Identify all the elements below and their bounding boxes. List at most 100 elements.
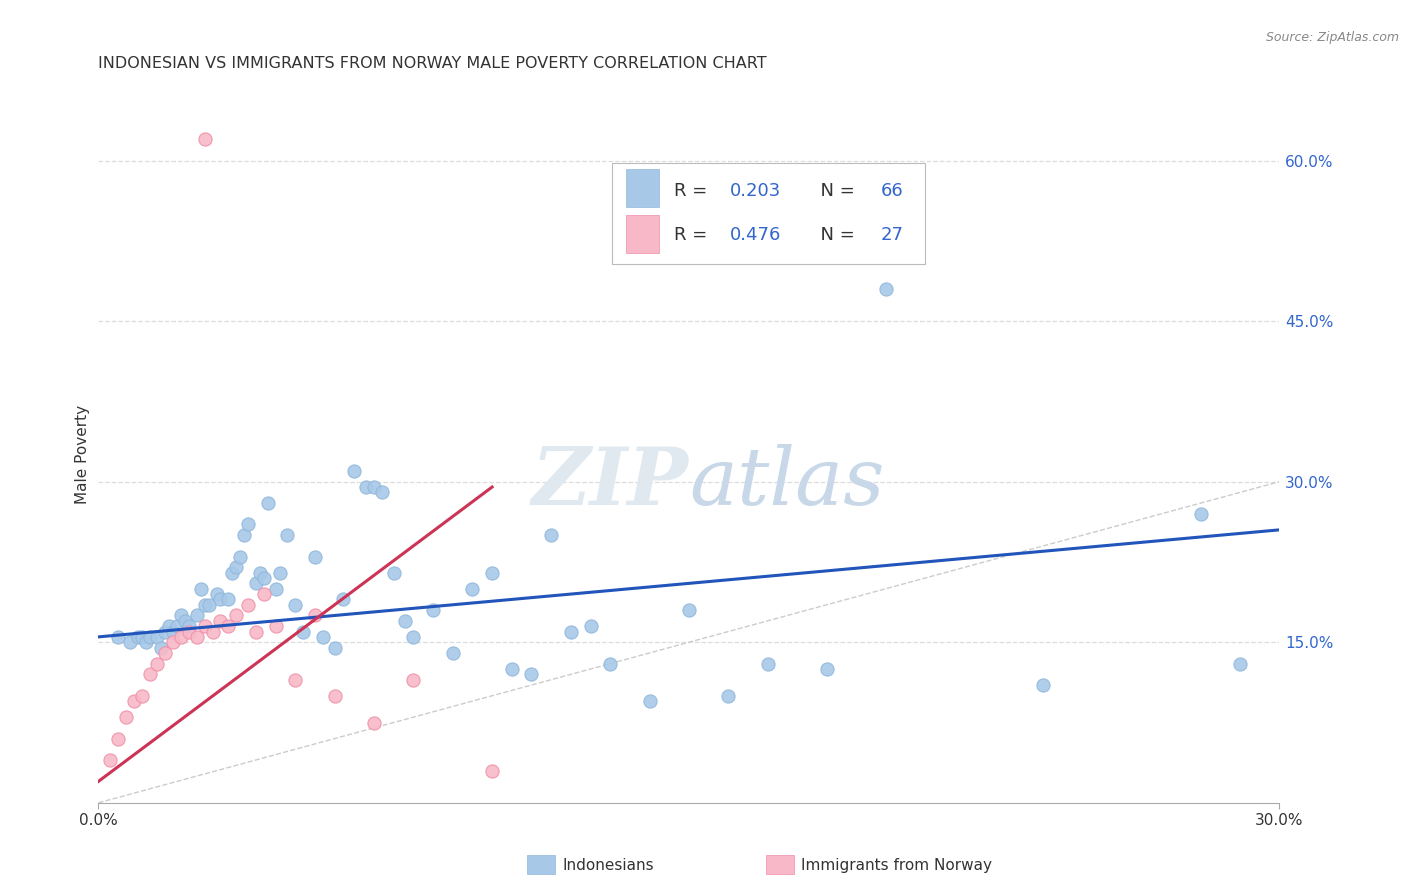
Point	[481, 764, 503, 778]
Point	[332, 592, 354, 607]
Point	[245, 624, 267, 639]
Point	[221, 566, 243, 580]
Point	[225, 608, 247, 623]
Point	[382, 566, 405, 580]
Point	[127, 630, 149, 644]
Point	[560, 624, 582, 639]
Point	[461, 582, 484, 596]
Point	[201, 624, 224, 639]
Point	[122, 694, 145, 708]
Point	[354, 480, 377, 494]
Point	[284, 598, 307, 612]
Point	[194, 132, 217, 146]
Point	[1189, 507, 1212, 521]
Point	[186, 608, 208, 623]
Point	[363, 480, 385, 494]
Point	[174, 614, 197, 628]
Text: 0.203: 0.203	[730, 182, 782, 200]
Text: R =: R =	[673, 227, 713, 244]
Text: N =: N =	[810, 182, 860, 200]
Point	[155, 624, 177, 639]
Point	[138, 630, 160, 644]
Point	[162, 624, 184, 639]
Point	[402, 673, 425, 687]
Text: ZIP: ZIP	[531, 444, 689, 522]
Point	[481, 566, 503, 580]
Point	[245, 576, 267, 591]
Point	[190, 582, 212, 596]
Point	[1032, 678, 1054, 692]
Point	[253, 571, 276, 585]
Point	[217, 592, 239, 607]
Point	[225, 560, 247, 574]
Point	[422, 603, 444, 617]
Point	[599, 657, 621, 671]
Point	[264, 619, 287, 633]
Point	[236, 517, 259, 532]
Text: Immigrants from Norway: Immigrants from Norway	[801, 858, 993, 872]
Point	[312, 630, 335, 644]
Point	[170, 608, 193, 623]
Point	[217, 619, 239, 633]
Point	[363, 715, 385, 730]
Point	[107, 731, 129, 746]
Point	[170, 630, 193, 644]
Point	[323, 689, 346, 703]
Text: Indonesians: Indonesians	[562, 858, 654, 872]
Point	[269, 566, 291, 580]
Point	[343, 464, 366, 478]
Point	[131, 689, 153, 703]
Point	[371, 485, 394, 500]
Point	[135, 635, 157, 649]
FancyBboxPatch shape	[626, 215, 659, 253]
Point	[441, 646, 464, 660]
Point	[233, 528, 256, 542]
Point	[177, 624, 200, 639]
Point	[162, 635, 184, 649]
Point	[756, 657, 779, 671]
Text: atlas: atlas	[689, 444, 884, 522]
Point	[815, 662, 838, 676]
Point	[194, 598, 217, 612]
Point	[209, 614, 232, 628]
Point	[146, 630, 169, 644]
Point	[157, 619, 180, 633]
Point	[194, 619, 217, 633]
Text: 27: 27	[880, 227, 903, 244]
Point	[304, 608, 326, 623]
Point	[501, 662, 523, 676]
Point	[253, 587, 276, 601]
Point	[197, 598, 219, 612]
Point	[304, 549, 326, 564]
Text: INDONESIAN VS IMMIGRANTS FROM NORWAY MALE POVERTY CORRELATION CHART: INDONESIAN VS IMMIGRANTS FROM NORWAY MAL…	[98, 56, 768, 71]
FancyBboxPatch shape	[626, 169, 659, 207]
Point	[115, 710, 138, 724]
Point	[1229, 657, 1251, 671]
Point	[717, 689, 740, 703]
Point	[150, 640, 173, 655]
Point	[256, 496, 278, 510]
Point	[118, 635, 141, 649]
Point	[292, 624, 315, 639]
Point	[229, 549, 252, 564]
Point	[209, 592, 232, 607]
Point	[236, 598, 259, 612]
Point	[131, 630, 153, 644]
Point	[264, 582, 287, 596]
Text: N =: N =	[810, 227, 860, 244]
Point	[249, 566, 271, 580]
Point	[394, 614, 416, 628]
Point	[205, 587, 228, 601]
Text: R =: R =	[673, 182, 713, 200]
Point	[166, 619, 188, 633]
Point	[540, 528, 562, 542]
Point	[138, 667, 160, 681]
Point	[323, 640, 346, 655]
Point	[98, 753, 121, 767]
Point	[520, 667, 543, 681]
Point	[638, 694, 661, 708]
Point	[579, 619, 602, 633]
Point	[875, 282, 897, 296]
Point	[186, 630, 208, 644]
Point	[402, 630, 425, 644]
